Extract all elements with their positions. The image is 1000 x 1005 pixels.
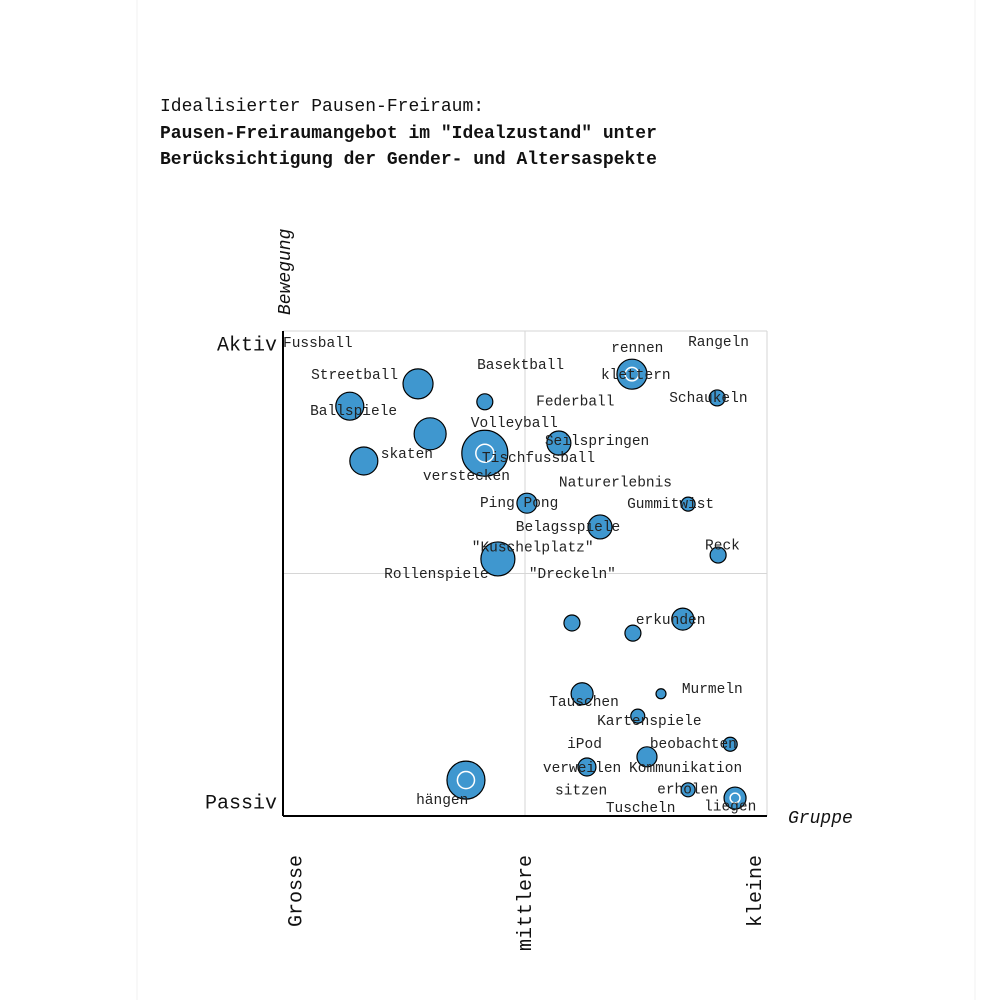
activity-label: erkunden: [636, 613, 706, 629]
activity-label: Naturerlebnis: [559, 476, 672, 492]
activity-label: erholen: [657, 783, 718, 799]
activity-label: Kartenspiele: [597, 714, 701, 730]
activity-label: verweilen: [543, 761, 621, 777]
y-tick-label: Aktiv: [217, 334, 277, 357]
x-tick-label: kleine: [745, 855, 768, 927]
bubble-ring: [475, 443, 495, 463]
bubble: [671, 607, 695, 631]
y-tick-label: Passiv: [205, 792, 277, 815]
bubble: [476, 393, 494, 411]
chart-subtitle: Pausen-Freiraumangebot im "Idealzustand"…: [160, 124, 657, 144]
activity-label: Kommunikation: [629, 761, 742, 777]
activity-label: Streetball: [311, 368, 398, 384]
activity-label: Rangeln: [688, 335, 749, 351]
activity-label: beobachten: [650, 737, 737, 753]
bubble: [577, 757, 597, 777]
bubble: [723, 786, 747, 810]
activity-label: Fussball: [283, 336, 353, 352]
bubble: [516, 492, 538, 514]
activity-label: skaten: [381, 447, 433, 463]
activity-label: Volleyball: [471, 416, 558, 432]
bubble: [563, 614, 581, 632]
activity-label: klettern: [601, 368, 671, 384]
bubble: [708, 389, 726, 407]
activity-label: Tauschen: [549, 695, 619, 711]
activity-label: "Dreckeln": [529, 567, 616, 583]
activity-label: Ballspiele: [310, 404, 397, 420]
bubble: [616, 358, 648, 390]
bubble: [461, 429, 509, 477]
bubble: [709, 546, 727, 564]
activity-label: Basektball: [477, 358, 564, 374]
bubble-ring: [624, 366, 640, 382]
activity-label: Seilspringen: [545, 434, 649, 450]
bubble: [413, 417, 447, 451]
activity-label: Federball: [536, 395, 614, 411]
activity-label: "Kuschelplatz": [472, 541, 594, 557]
bubble: [587, 514, 613, 540]
activity-label: Ping Pong: [480, 496, 558, 512]
x-axis-title: Gruppe: [788, 809, 853, 829]
activity-label: Tischfussball: [482, 451, 595, 467]
activity-label: Tuscheln: [606, 801, 676, 817]
bubble: [546, 430, 572, 456]
chart-subtitle: Berücksichtigung der Gender- und Altersa…: [160, 150, 657, 170]
bubble: [655, 688, 667, 700]
activity-label: Belagsspiele: [516, 520, 620, 536]
bubble: [480, 541, 516, 577]
bubble: [680, 782, 696, 798]
bubble: [335, 391, 365, 421]
bubble: [349, 446, 379, 476]
y-axis-title: Bewegung: [276, 228, 296, 315]
activity-label: Rollenspiele: [384, 567, 488, 583]
chart-title: Idealisierter Pausen-Freiraum:: [160, 97, 484, 117]
bubble: [630, 708, 646, 724]
bubble: [680, 496, 696, 512]
bubble: [570, 682, 594, 706]
activity-label: Schaukeln: [669, 391, 747, 407]
x-tick-label: mittlere: [515, 855, 538, 951]
activity-label: iPod: [567, 737, 602, 753]
bubble: [636, 746, 658, 768]
bubble: [624, 624, 642, 642]
bubble-ring: [456, 770, 476, 790]
activity-label: Gummitwist: [627, 497, 714, 513]
bubble: [722, 736, 738, 752]
activity-label: hängen: [416, 793, 468, 809]
bubble-ring: [729, 792, 741, 804]
activity-label: verstecken: [423, 469, 510, 485]
activity-label: liegen: [704, 800, 756, 816]
activity-label: Murmeln: [682, 682, 743, 698]
activity-label: Reck: [705, 539, 740, 555]
bubble: [402, 368, 434, 400]
x-tick-label: Grosse: [285, 855, 308, 927]
bubble: [446, 760, 486, 800]
activity-label: sitzen: [555, 784, 607, 800]
activity-label: rennen: [611, 341, 663, 357]
